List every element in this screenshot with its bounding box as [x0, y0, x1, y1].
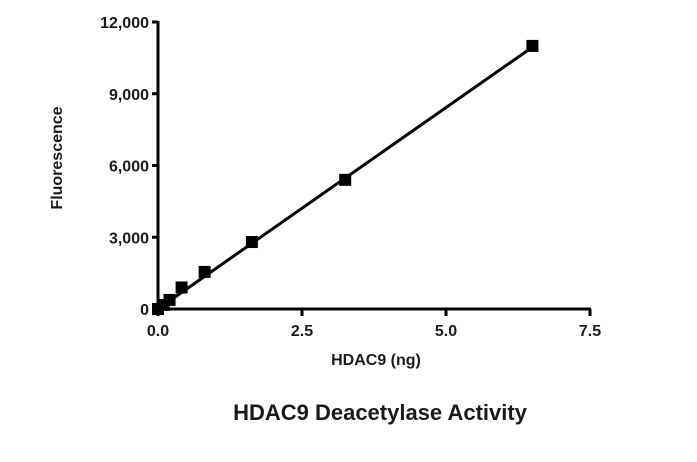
- y-tick-label: 3,000: [109, 230, 149, 247]
- y-ticks: 0 3,000 6,000 9,000 12,000: [100, 15, 158, 319]
- data-point: [163, 293, 176, 306]
- x-ticks: 0.0 2.5 5.0 7.5: [147, 309, 601, 340]
- y-tick-label: 12,000: [100, 15, 149, 32]
- x-tick-label: 2.5: [291, 323, 313, 340]
- y-tick-label: 6,000: [109, 159, 149, 176]
- data-point: [245, 236, 258, 249]
- data-point: [198, 265, 211, 278]
- x-tick-label: 0.0: [147, 323, 169, 340]
- y-tick-label: 0: [140, 302, 149, 319]
- x-tick-label: 5.0: [435, 323, 457, 340]
- data-point: [526, 39, 539, 52]
- x-tick-label: 7.5: [579, 323, 601, 340]
- data-points: [152, 39, 539, 315]
- data-point: [175, 281, 188, 294]
- chart-title: HDAC9 Deacetylase Activity: [233, 400, 528, 425]
- y-axis-title: Fluorescence: [49, 106, 66, 209]
- y-tick-label: 9,000: [109, 87, 149, 104]
- x-axis-title: HDAC9 (ng): [331, 352, 421, 369]
- data-point: [339, 173, 352, 186]
